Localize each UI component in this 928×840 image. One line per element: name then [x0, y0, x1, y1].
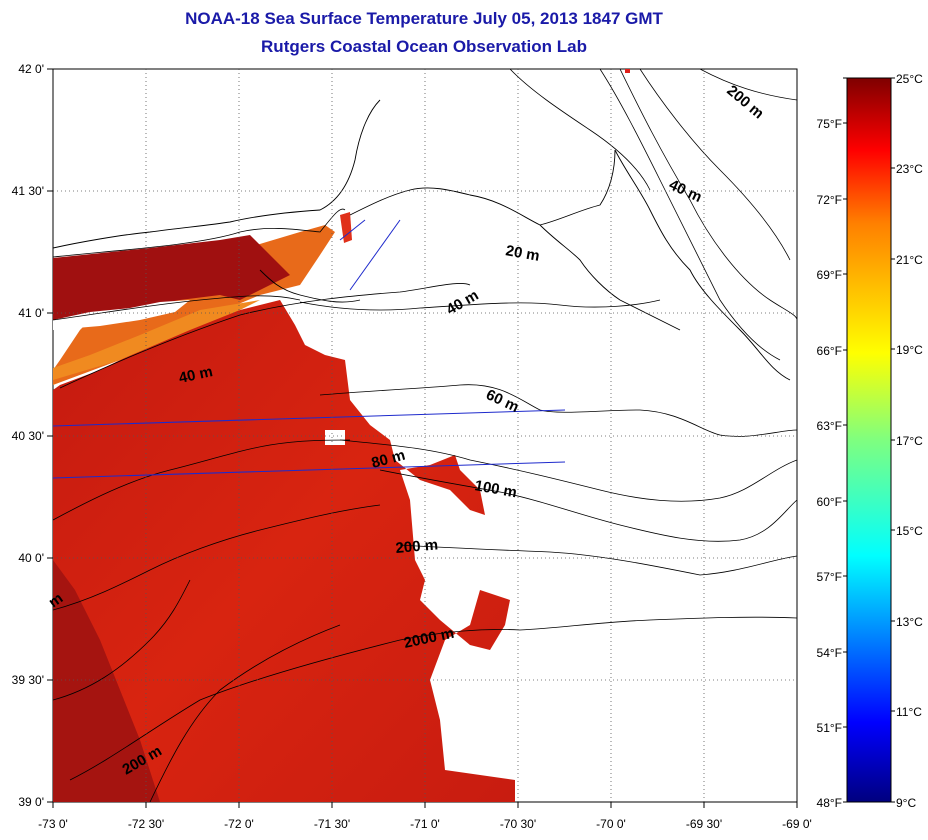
fahrenheit-label: 69°F — [817, 268, 842, 282]
fahrenheit-labels: 75°F 72°F 69°F 66°F 63°F 60°F 57°F 54°F … — [817, 117, 842, 810]
sst-warm-band — [53, 300, 260, 380]
lon-tick-label: -71 30' — [314, 817, 350, 831]
fahrenheit-label: 57°F — [817, 570, 842, 584]
fahrenheit-label: 75°F — [817, 117, 842, 131]
lat-tick-label: 40 30' — [12, 429, 44, 443]
fahrenheit-label: 48°F — [817, 796, 842, 810]
lon-tick-labels: -73 0' -72 30' -72 0' -71 30' -71 0' -70… — [38, 817, 812, 831]
lon-tick-label: -69 0' — [782, 817, 812, 831]
lon-tick-label: -73 0' — [38, 817, 68, 831]
lat-tick-label: 40 0' — [18, 551, 44, 565]
map-ticks — [47, 68, 798, 808]
lon-tick-label: -69 30' — [686, 817, 722, 831]
celsius-label: 9°C — [896, 796, 916, 810]
lon-tick-label: -70 0' — [596, 817, 626, 831]
celsius-label: 19°C — [896, 343, 923, 357]
fahrenheit-label: 72°F — [817, 193, 842, 207]
lon-tick-label: -70 30' — [500, 817, 536, 831]
lat-tick-label: 41 30' — [12, 184, 44, 198]
lat-tick-label: 39 30' — [12, 673, 44, 687]
sst-field — [53, 69, 630, 802]
map-title: NOAA-18 Sea Surface Temperature July 05,… — [185, 9, 663, 28]
transect-lines — [53, 219, 566, 479]
contour-label: 40 m — [177, 363, 214, 387]
sst-red-area — [53, 300, 515, 802]
celsius-label: 15°C — [896, 524, 923, 538]
fahrenheit-label: 51°F — [817, 721, 842, 735]
lon-tick-label: -72 30' — [128, 817, 164, 831]
fahrenheit-label: 60°F — [817, 495, 842, 509]
lat-tick-label: 39 0' — [18, 795, 44, 809]
lat-tick-label: 42 0' — [18, 62, 44, 76]
colorbar: 25°C 23°C 21°C 19°C 17°C 15°C 13°C 11°C … — [817, 72, 924, 810]
lon-tick-label: -71 0' — [410, 817, 440, 831]
celsius-label: 21°C — [896, 253, 923, 267]
fahrenheit-label: 63°F — [817, 419, 842, 433]
lat-tick-label: 41 0' — [18, 306, 44, 320]
celsius-labels: 25°C 23°C 21°C 19°C 17°C 15°C 13°C 11°C … — [896, 72, 923, 810]
lat-tick-labels: 42 0' 41 30' 41 0' 40 30' 40 0' 39 30' 3… — [12, 62, 44, 809]
map-grid — [53, 69, 797, 802]
sst-small-patch — [625, 69, 630, 73]
sst-long-island-sound-area — [53, 235, 290, 320]
celsius-label: 13°C — [896, 615, 923, 629]
long-island-land — [53, 300, 190, 330]
cloud-gap — [325, 430, 345, 445]
celsius-label: 11°C — [896, 705, 922, 719]
map-content — [53, 69, 797, 802]
contour-label: 20 m — [504, 242, 541, 265]
colorbar-ticks — [843, 77, 895, 803]
coastline — [53, 99, 791, 381]
fahrenheit-label: 54°F — [817, 646, 842, 660]
colorbar-scale — [846, 77, 892, 803]
celsius-label: 23°C — [896, 162, 923, 176]
sst-bay-patch — [340, 212, 352, 243]
bathymetry-contours — [53, 69, 797, 802]
contour-label: 200 m — [395, 536, 439, 557]
celsius-label: 17°C — [896, 434, 923, 448]
celsius-label: 25°C — [896, 72, 923, 86]
map-subtitle: Rutgers Coastal Ocean Observation Lab — [261, 37, 587, 56]
fahrenheit-label: 66°F — [817, 344, 842, 358]
lon-tick-label: -72 0' — [224, 817, 254, 831]
sst-dark-offshore-area — [53, 560, 160, 802]
